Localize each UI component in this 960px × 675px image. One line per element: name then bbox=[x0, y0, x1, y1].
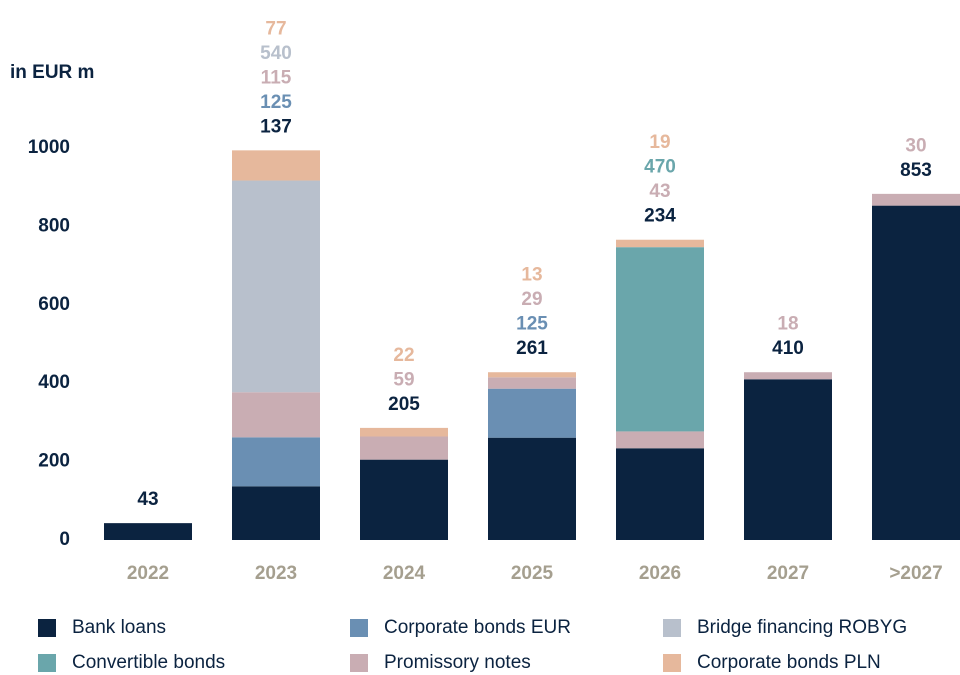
legend-label: Corporate bonds PLN bbox=[697, 652, 881, 673]
value-label: 19 bbox=[649, 132, 670, 153]
value-label: 22 bbox=[393, 345, 414, 366]
legend-label: Bank loans bbox=[72, 617, 166, 638]
y-tick-label: 0 bbox=[59, 529, 70, 550]
bar-segment bbox=[488, 388, 576, 438]
value-label: 125 bbox=[516, 314, 548, 335]
bar-segment bbox=[360, 459, 448, 540]
bar-segment bbox=[232, 486, 320, 540]
x-tick-label: 2025 bbox=[511, 563, 554, 584]
bar-segment bbox=[104, 523, 192, 540]
value-label: 205 bbox=[388, 394, 420, 415]
bar-segment bbox=[488, 372, 576, 378]
value-label: 470 bbox=[644, 157, 676, 178]
bar-segment bbox=[616, 239, 704, 248]
bar-segment bbox=[360, 427, 448, 437]
legend-swatch bbox=[38, 619, 56, 637]
bar-segment bbox=[872, 205, 960, 540]
value-label: 410 bbox=[772, 338, 804, 359]
bar-segment bbox=[360, 436, 448, 460]
y-tick-label: 400 bbox=[38, 372, 70, 393]
value-label: 234 bbox=[644, 206, 676, 227]
y-tick-label: 200 bbox=[38, 451, 70, 472]
y-tick-label: 1000 bbox=[28, 137, 70, 158]
x-tick-label: 2026 bbox=[639, 563, 681, 584]
value-label: 43 bbox=[649, 181, 670, 202]
x-tick-label: 2024 bbox=[383, 563, 426, 584]
legend-label: Promissory notes bbox=[384, 652, 531, 673]
x-tick-label: >2027 bbox=[889, 563, 942, 584]
bar-segment bbox=[616, 247, 704, 432]
value-label: 77 bbox=[265, 18, 286, 39]
x-tick-label: 2027 bbox=[767, 563, 809, 584]
legend-swatch bbox=[350, 654, 368, 672]
x-tick-label: 2022 bbox=[127, 563, 169, 584]
y-tick-label: 600 bbox=[38, 294, 70, 315]
legend-label: Corporate bonds EUR bbox=[384, 617, 571, 638]
value-label: 137 bbox=[260, 116, 292, 137]
bar-segment bbox=[232, 392, 320, 438]
bar-segment bbox=[616, 448, 704, 540]
bar-segment bbox=[232, 437, 320, 487]
value-label: 43 bbox=[137, 489, 158, 510]
value-label: 13 bbox=[521, 265, 542, 286]
bar-segment bbox=[232, 150, 320, 181]
bar-segment bbox=[872, 193, 960, 206]
bar-segment bbox=[488, 437, 576, 540]
value-label: 853 bbox=[900, 160, 932, 181]
value-label: 18 bbox=[777, 314, 798, 335]
bar-segment bbox=[744, 379, 832, 540]
legend-swatch bbox=[663, 619, 681, 637]
value-label: 29 bbox=[521, 289, 542, 310]
bar-segment bbox=[488, 377, 576, 389]
value-label: 540 bbox=[260, 43, 292, 64]
legend-swatch bbox=[38, 654, 56, 672]
x-tick-label: 2023 bbox=[255, 563, 297, 584]
bar-segment bbox=[616, 431, 704, 449]
value-label: 59 bbox=[393, 369, 414, 390]
axis-label: in EUR m bbox=[10, 62, 94, 83]
y-tick-label: 800 bbox=[38, 215, 70, 236]
bar-segment bbox=[232, 180, 320, 393]
bar-segment bbox=[744, 372, 832, 380]
value-label: 125 bbox=[260, 92, 292, 113]
legend-swatch bbox=[663, 654, 681, 672]
legend-swatch bbox=[350, 619, 368, 637]
value-label: 261 bbox=[516, 338, 548, 359]
legend-label: Bridge financing ROBYG bbox=[697, 617, 907, 638]
value-label: 30 bbox=[905, 135, 926, 156]
legend-label: Convertible bonds bbox=[72, 652, 225, 673]
value-label: 115 bbox=[261, 67, 292, 88]
